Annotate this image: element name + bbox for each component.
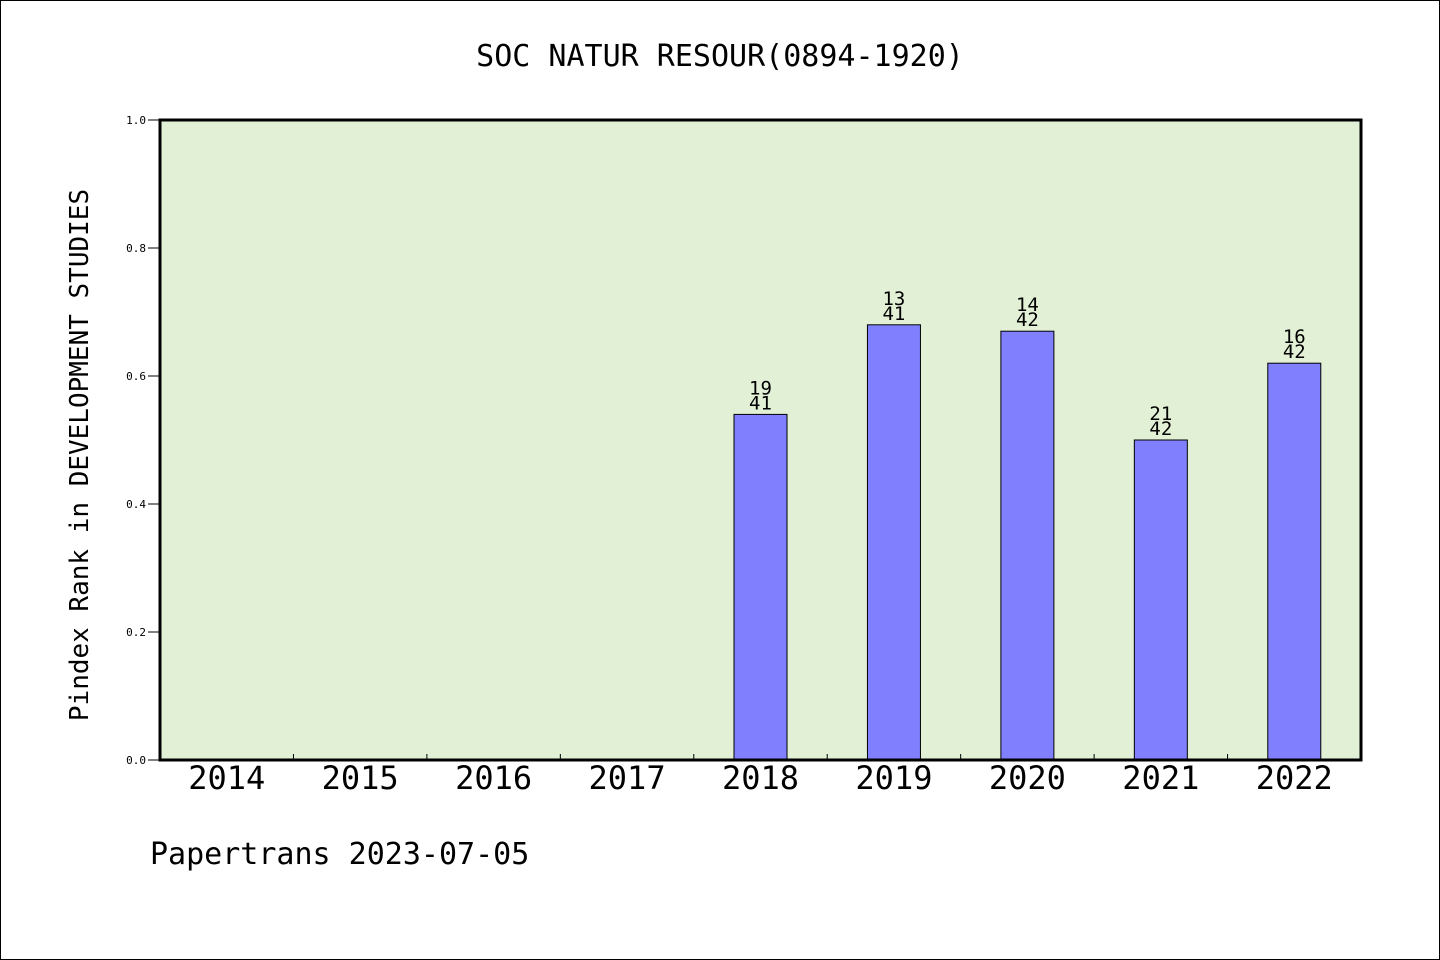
y-axis-ticks: 0.0 0.2 0.4 0.6 0.8 1.0 <box>126 114 160 767</box>
y-tick-label: 0.4 <box>126 498 146 511</box>
x-tick-label: 2020 <box>989 759 1066 797</box>
bar-label-total: 42 <box>1016 309 1039 331</box>
x-axis-ticks: 2014 2015 2016 2017 2018 2019 2020 2021 2022 <box>188 754 1333 797</box>
x-tick-label: 2014 <box>188 759 265 797</box>
bar-label-rank: 16 <box>1283 326 1306 348</box>
bar-2021 <box>1133 439 1188 761</box>
y-tick-label: 1.0 <box>126 114 146 127</box>
x-tick-label: 2016 <box>455 759 532 797</box>
y-tick-label: 0.2 <box>126 626 146 639</box>
bar-label-total: 41 <box>749 392 772 414</box>
y-tick-label: 0.8 <box>126 242 146 255</box>
bar-label-rank: 13 <box>882 288 905 310</box>
bar-label-total: 42 <box>1149 418 1172 440</box>
bar-label-rank: 19 <box>749 377 772 399</box>
x-tick-label: 2022 <box>1256 759 1333 797</box>
y-tick-label: 0.0 <box>126 754 146 767</box>
bar-label-rank: 21 <box>1149 403 1172 425</box>
bar-2020 <box>1000 330 1055 761</box>
x-tick-label: 2018 <box>722 759 799 797</box>
x-tick-label: 2019 <box>855 759 932 797</box>
x-tick-label: 2015 <box>322 759 399 797</box>
y-axis-label: Pindex Rank in DEVELOPMENT STUDIES <box>65 189 95 721</box>
bar-label-total: 42 <box>1283 341 1306 363</box>
bar-2019 <box>866 324 921 761</box>
bar-2018 <box>733 413 788 761</box>
plot-border <box>158 118 1363 762</box>
footer-date: Papertrans 2023-07-05 <box>150 837 529 872</box>
bars <box>733 324 1322 761</box>
bar-label-rank: 14 <box>1016 294 1039 316</box>
x-tick-label: 2017 <box>589 759 666 797</box>
bar-2022 <box>1267 362 1322 761</box>
y-tick-label: 0.6 <box>126 370 146 383</box>
bar-label-total: 41 <box>882 303 905 325</box>
chart-title: SOC NATUR RESOUR(0894-1920) <box>476 39 964 74</box>
x-tick-label: 2021 <box>1122 759 1199 797</box>
